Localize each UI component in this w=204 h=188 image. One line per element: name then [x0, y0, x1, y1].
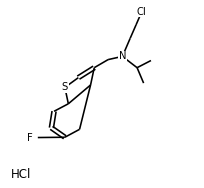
- Text: Cl: Cl: [137, 7, 147, 17]
- Text: N: N: [119, 51, 126, 61]
- Text: F: F: [27, 133, 33, 143]
- Text: HCl: HCl: [11, 168, 32, 181]
- Text: S: S: [62, 82, 68, 92]
